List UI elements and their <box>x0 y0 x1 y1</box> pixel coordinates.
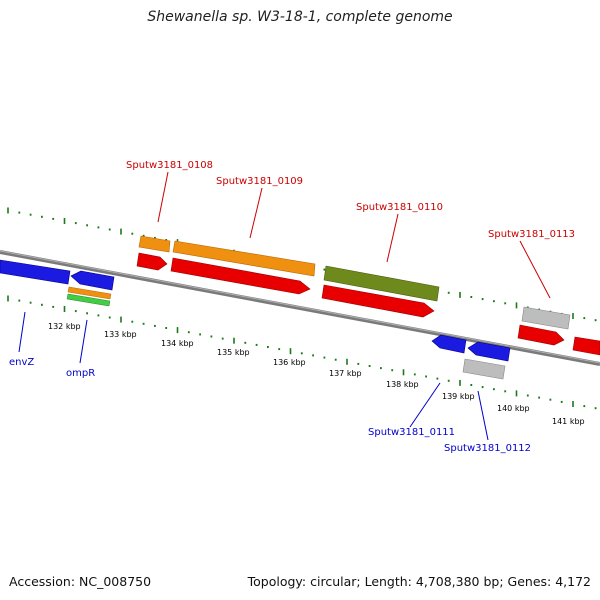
gene-sputw3181-0111-blue[interactable] <box>431 334 467 354</box>
gene-edge-red[interactable] <box>572 336 600 356</box>
gene-sputw3181-0112-gray[interactable] <box>462 358 506 380</box>
scale-label: 136 kbp <box>273 358 306 367</box>
gene-sputw3181-0109-orange[interactable] <box>172 240 316 277</box>
scale-label: 138 kbp <box>386 380 419 389</box>
gene-sputw3181-0110-olive[interactable] <box>323 265 440 302</box>
gene-sputw3181-0108-red[interactable] <box>136 252 168 271</box>
callout-0111 <box>409 382 441 428</box>
scale-label: 133 kbp <box>104 330 137 339</box>
scale-label: 141 kbp <box>552 417 585 426</box>
scale-label: 134 kbp <box>161 339 194 348</box>
gene-label-sputw3181-0112[interactable]: Sputw3181_0112 <box>444 443 531 454</box>
callout-lines <box>18 171 551 441</box>
scale-label: 132 kbp <box>48 322 81 331</box>
gene-label-sputw3181-0113[interactable]: Sputw3181_0113 <box>488 229 575 240</box>
scale-label: 137 kbp <box>329 369 362 378</box>
scale-label: 139 kbp <box>442 392 475 401</box>
scale-labels: 132 kbp 133 kbp 134 kbp 135 kbp 136 kbp … <box>48 322 585 426</box>
scale-label: 135 kbp <box>217 348 250 357</box>
scale-label: 140 kbp <box>497 404 530 413</box>
gene-sputw3181-0109-red[interactable] <box>170 257 311 295</box>
gene-features <box>0 235 600 380</box>
callout-ompr <box>79 319 88 364</box>
accession-text: Accession: NC_008750 <box>9 574 152 589</box>
gene-ompr-blue[interactable] <box>70 270 115 291</box>
gene-ompr-orange[interactable] <box>67 286 112 300</box>
gene-label-sputw3181-0110[interactable]: Sputw3181_0110 <box>356 202 443 213</box>
gene-label-sputw3181-0111[interactable]: Sputw3181_0111 <box>368 427 455 438</box>
gene-envz-blue[interactable] <box>0 259 71 285</box>
callout-0108 <box>157 171 169 223</box>
gene-blue-reverse-2[interactable] <box>467 341 511 362</box>
callout-envz <box>18 311 26 353</box>
gene-label-ompr[interactable]: ompR <box>66 368 95 379</box>
gene-labels: Sputw3181_0108 Sputw3181_0109 Sputw3181_… <box>9 160 575 454</box>
tick-track-bottom <box>7 295 597 410</box>
topology-text: Topology: circular; Length: 4,708,380 bp… <box>247 574 591 589</box>
backbone-line <box>0 250 600 366</box>
gene-sputw3181-0110-red[interactable] <box>321 284 435 318</box>
gene-ompr-green[interactable] <box>66 293 111 307</box>
callout-0112 <box>477 390 489 441</box>
gene-label-sputw3181-0108[interactable]: Sputw3181_0108 <box>126 160 213 171</box>
callout-0110 <box>386 213 399 263</box>
map-title: Shewanella sp. W3-18-1, complete genome <box>147 9 453 25</box>
backbone-highlight <box>0 250 600 364</box>
gene-sputw3181-0108-orange[interactable] <box>138 235 171 253</box>
callout-0109 <box>249 187 263 239</box>
gene-label-envz[interactable]: envZ <box>9 357 34 368</box>
callout-0113 <box>519 240 551 299</box>
gene-label-sputw3181-0109[interactable]: Sputw3181_0109 <box>216 176 303 187</box>
gene-sputw3181-0113-red[interactable] <box>517 324 565 346</box>
gene-sputw3181-0113-gray[interactable] <box>521 306 571 330</box>
